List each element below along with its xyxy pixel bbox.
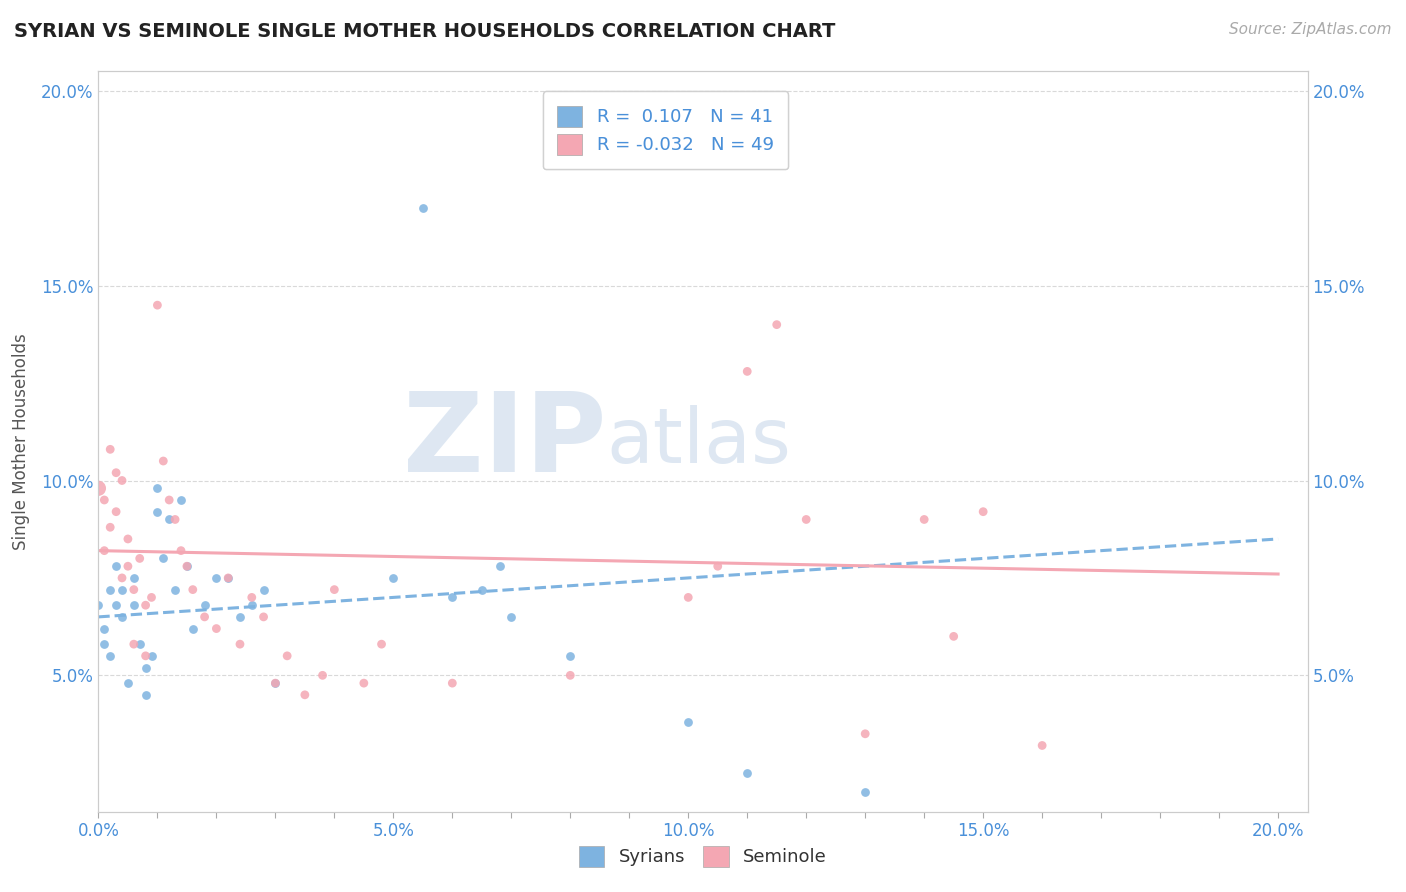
Point [240,598,263,612]
Point [240,591,263,605]
Point [98,648,121,663]
Point [117,532,139,546]
Point [229,637,252,651]
Point [170,493,193,508]
Point [252,582,274,597]
Point [678,591,700,605]
Point [294,688,316,702]
Point [706,559,728,574]
Point [205,622,228,636]
Point [111,582,134,597]
Point [1031,739,1053,753]
Point [194,598,217,612]
Point [128,637,150,651]
Point [122,582,145,597]
Point [122,637,145,651]
Point [135,598,157,612]
Point [678,715,700,730]
Point [176,559,198,574]
Point [117,676,139,690]
Text: atlas: atlas [606,405,792,478]
Point [735,765,758,780]
Point [105,598,128,612]
Point [217,571,239,585]
Point [252,610,274,624]
Point [111,571,134,585]
Point [735,364,758,378]
Point [217,571,239,585]
Point [194,610,217,624]
Text: SYRIAN VS SEMINOLE SINGLE MOTHER HOUSEHOLDS CORRELATION CHART: SYRIAN VS SEMINOLE SINGLE MOTHER HOUSEHO… [14,22,835,41]
Point [111,474,134,488]
Legend: Syrians, Seminole: Syrians, Seminole [572,838,834,874]
Point [181,582,204,597]
Point [157,512,180,526]
Point [165,582,187,597]
Point [560,648,582,663]
Point [98,442,121,457]
Point [942,629,965,643]
Point [146,481,169,495]
Point [152,454,174,468]
Point [311,668,333,682]
Point [105,505,128,519]
Point [560,668,582,682]
Point [93,637,115,651]
Point [323,582,346,597]
Point [152,551,174,566]
Point [111,610,134,624]
Point [93,622,115,636]
Point [128,551,150,566]
Point [165,512,187,526]
Point [353,676,375,690]
Legend: R =  0.107   N = 41, R = -0.032   N = 49: R = 0.107 N = 41, R = -0.032 N = 49 [543,92,789,169]
Point [176,559,198,574]
Point [87,481,110,495]
Point [382,571,405,585]
Point [93,543,115,558]
Point [264,676,287,690]
Text: ZIP: ZIP [404,388,606,495]
Point [98,582,121,597]
Point [141,591,163,605]
Point [117,559,139,574]
Point [170,543,193,558]
Point [370,637,392,651]
Point [135,660,157,674]
Point [972,505,994,519]
Point [853,785,876,799]
Point [157,493,180,508]
Point [441,591,464,605]
Point [229,610,252,624]
Y-axis label: Single Mother Households: Single Mother Households [11,334,30,549]
Point [501,610,523,624]
Point [276,648,298,663]
Point [794,512,817,526]
Point [135,688,157,702]
Point [181,622,204,636]
Point [264,676,287,690]
Text: Source: ZipAtlas.com: Source: ZipAtlas.com [1229,22,1392,37]
Point [441,676,464,690]
Point [122,571,145,585]
Point [105,466,128,480]
Point [912,512,935,526]
Point [141,648,163,663]
Point [488,559,510,574]
Point [471,582,494,597]
Point [412,201,434,215]
Point [853,727,876,741]
Point [205,571,228,585]
Point [146,505,169,519]
Point [765,318,787,332]
Point [98,520,121,534]
Point [122,598,145,612]
Point [146,298,169,312]
Point [105,559,128,574]
Point [93,493,115,508]
Point [135,648,157,663]
Point [87,598,110,612]
